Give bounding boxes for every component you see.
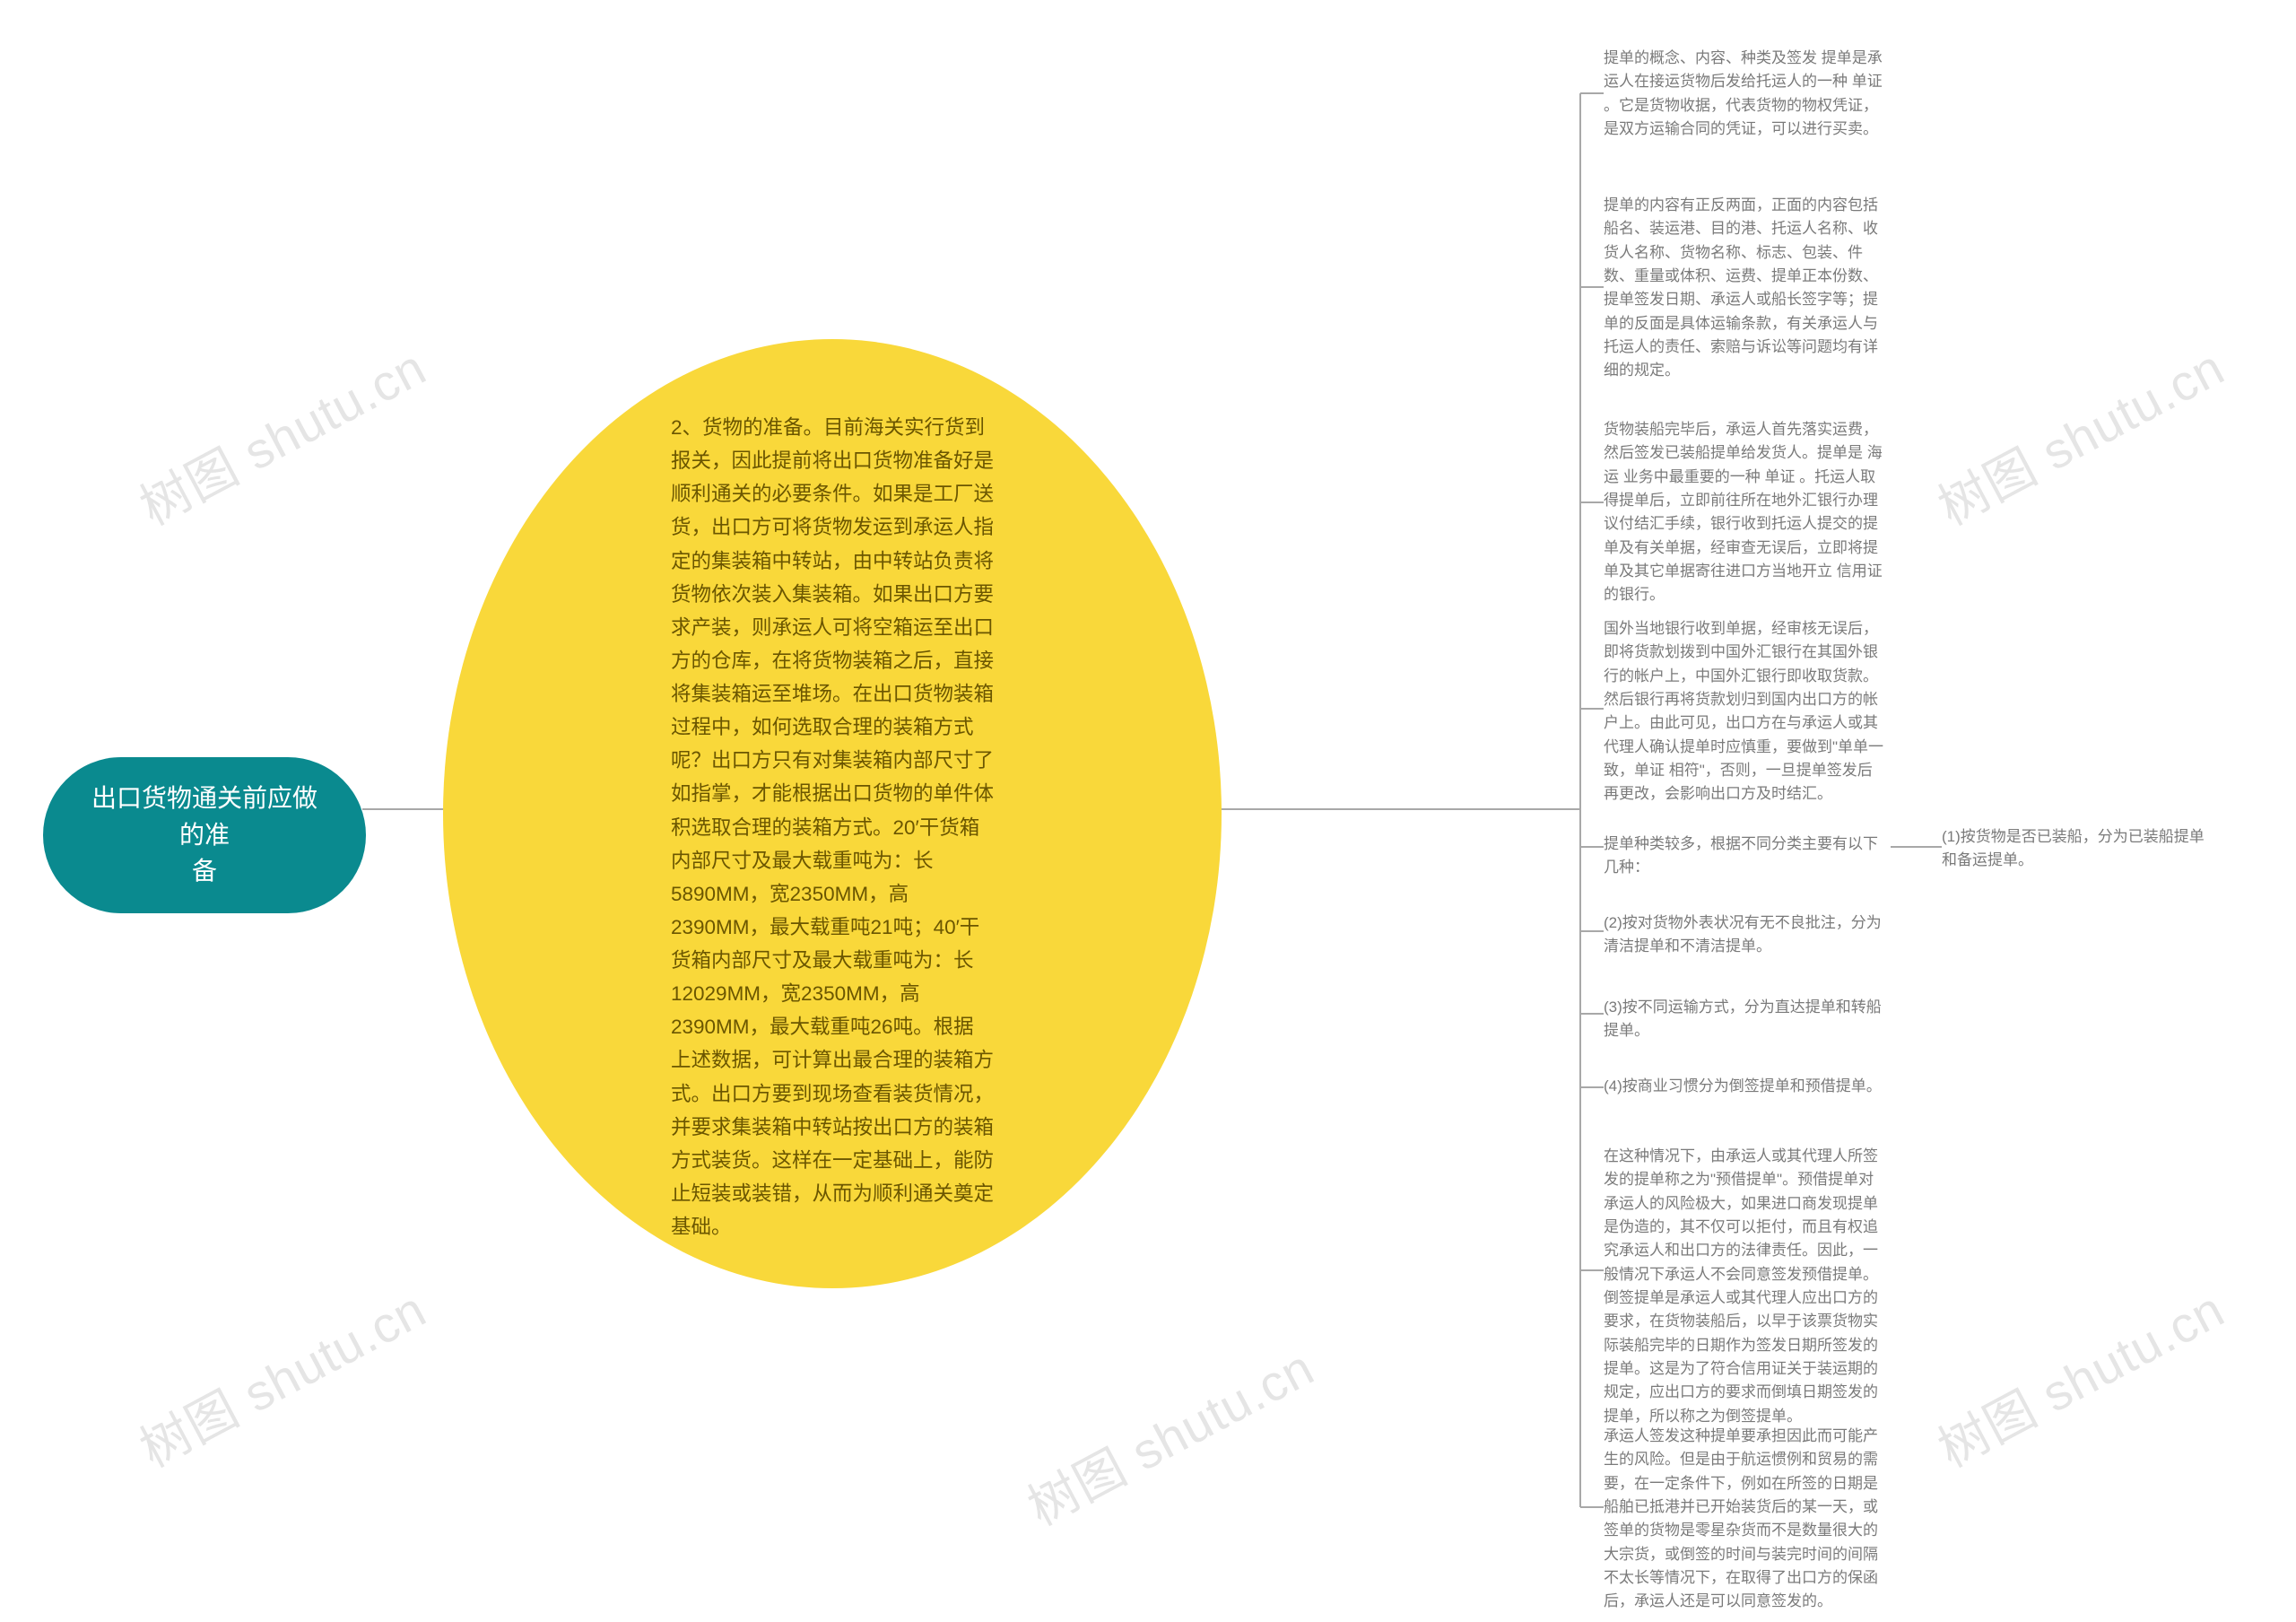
leaf-node[interactable]: 承运人签发这种提单要承担因此而可能产生的风险。但是由于航运惯例和贸易的需要，在一… [1604, 1425, 1886, 1614]
leaf-node[interactable]: (2)按对货物外表状况有无不良批注，分为清洁提单和不清洁提单。 [1604, 911, 1886, 959]
leaf-node[interactable]: 在这种情况下，由承运人或其代理人所签发的提单称之为"预借提单"。预借提单对承运人… [1604, 1145, 1886, 1428]
watermark: 树图 shutu.cn [126, 328, 437, 540]
watermark: 树图 shutu.cn [1013, 1329, 1325, 1540]
leaf-node[interactable]: 提单种类较多，根据不同分类主要有以下几种： [1604, 833, 1886, 880]
watermark: 树图 shutu.cn [1924, 328, 2235, 540]
leaf-node[interactable]: 国外当地银行收到单据，经审核无误后，即将货款划拨到中国外汇银行在其国外银行的帐户… [1604, 617, 1886, 807]
root-node[interactable]: 出口货物通关前应做的准 备 [43, 757, 366, 913]
watermark: 树图 shutu.cn [1924, 1270, 2235, 1482]
watermark: 树图 shutu.cn [126, 1270, 437, 1482]
leaf-node[interactable]: (3)按不同运输方式，分为直达提单和转船提单。 [1604, 996, 1886, 1043]
leaf-node[interactable]: 提单的概念、内容、种类及签发 提单是承运人在接运货物后发给托运人的一种 单证 。… [1604, 47, 1886, 141]
leaf-node[interactable]: 货物装船完毕后，承运人首先落实运费，然后签发已装船提单给发货人。提单是 海运 业… [1604, 418, 1886, 607]
leaf-node[interactable]: (4)按商业习惯分为倒签提单和预借提单。 [1604, 1075, 1882, 1098]
mindmap-canvas: 树图 shutu.cn 树图 shutu.cn 树图 shutu.cn 树图 s… [0, 0, 2296, 1622]
level1-node[interactable]: 2、货物的准备。目前海关实行货到报关，因此提前将出口货物准备好是顺利通关的必要条… [443, 339, 1222, 1288]
level1-node-text: 2、货物的准备。目前海关实行货到报关，因此提前将出口货物准备好是顺利通关的必要条… [671, 411, 994, 1243]
sub-leaf-node[interactable]: (1)按货物是否已装船，分为已装船提单和备运提单。 [1942, 825, 2215, 873]
leaf-node[interactable]: 提单的内容有正反两面，正面的内容包括船名、装运港、目的港、托运人名称、收货人名称… [1604, 194, 1886, 383]
